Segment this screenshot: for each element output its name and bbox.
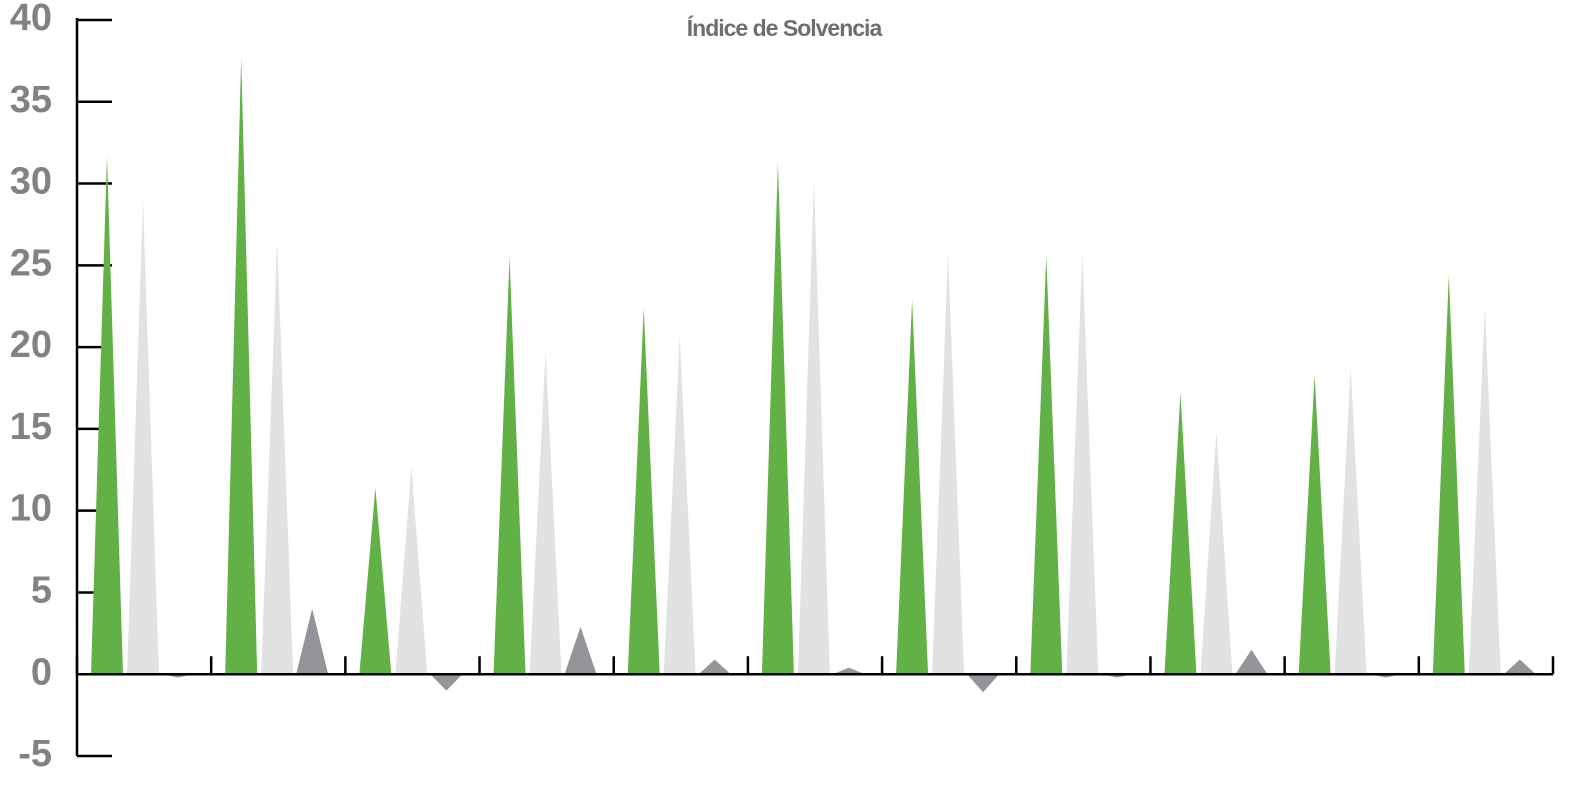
y-tick-label: -5	[18, 733, 52, 775]
bar	[627, 307, 660, 675]
y-tick-label: 15	[10, 406, 52, 448]
y-tick-label: 10	[10, 488, 52, 530]
bar	[698, 659, 731, 675]
bar	[932, 252, 965, 675]
bar	[1066, 252, 1099, 675]
bar	[1468, 307, 1501, 675]
bar	[126, 199, 159, 675]
bar	[296, 608, 329, 675]
bar	[761, 162, 794, 675]
bar	[1164, 392, 1197, 675]
bar	[225, 57, 258, 675]
bar	[359, 487, 392, 675]
bar	[1200, 430, 1233, 675]
y-tick-label: 40	[10, 0, 52, 39]
y-tick-label: 25	[10, 242, 52, 284]
y-tick-label: 20	[10, 324, 52, 366]
bar	[1298, 374, 1331, 675]
chart-title: Índice de Solvencia	[687, 14, 883, 41]
bar	[896, 299, 929, 675]
bar	[430, 674, 463, 691]
bar	[663, 335, 696, 675]
bar	[1030, 255, 1063, 675]
bar	[1334, 366, 1367, 675]
bar	[967, 674, 1000, 693]
bar	[261, 240, 294, 675]
bar	[832, 667, 865, 675]
bar	[564, 626, 597, 675]
y-tick-label: 0	[31, 651, 52, 693]
bar	[529, 350, 562, 675]
y-tick-label: 5	[31, 569, 52, 611]
bar	[1503, 659, 1536, 675]
bar	[90, 155, 123, 675]
bar	[797, 180, 830, 675]
bar	[493, 257, 526, 675]
bar	[1432, 275, 1465, 675]
y-tick-label: 35	[10, 79, 52, 121]
y-tick-label: 30	[10, 161, 52, 203]
bar	[395, 466, 428, 675]
bar	[1235, 649, 1268, 675]
